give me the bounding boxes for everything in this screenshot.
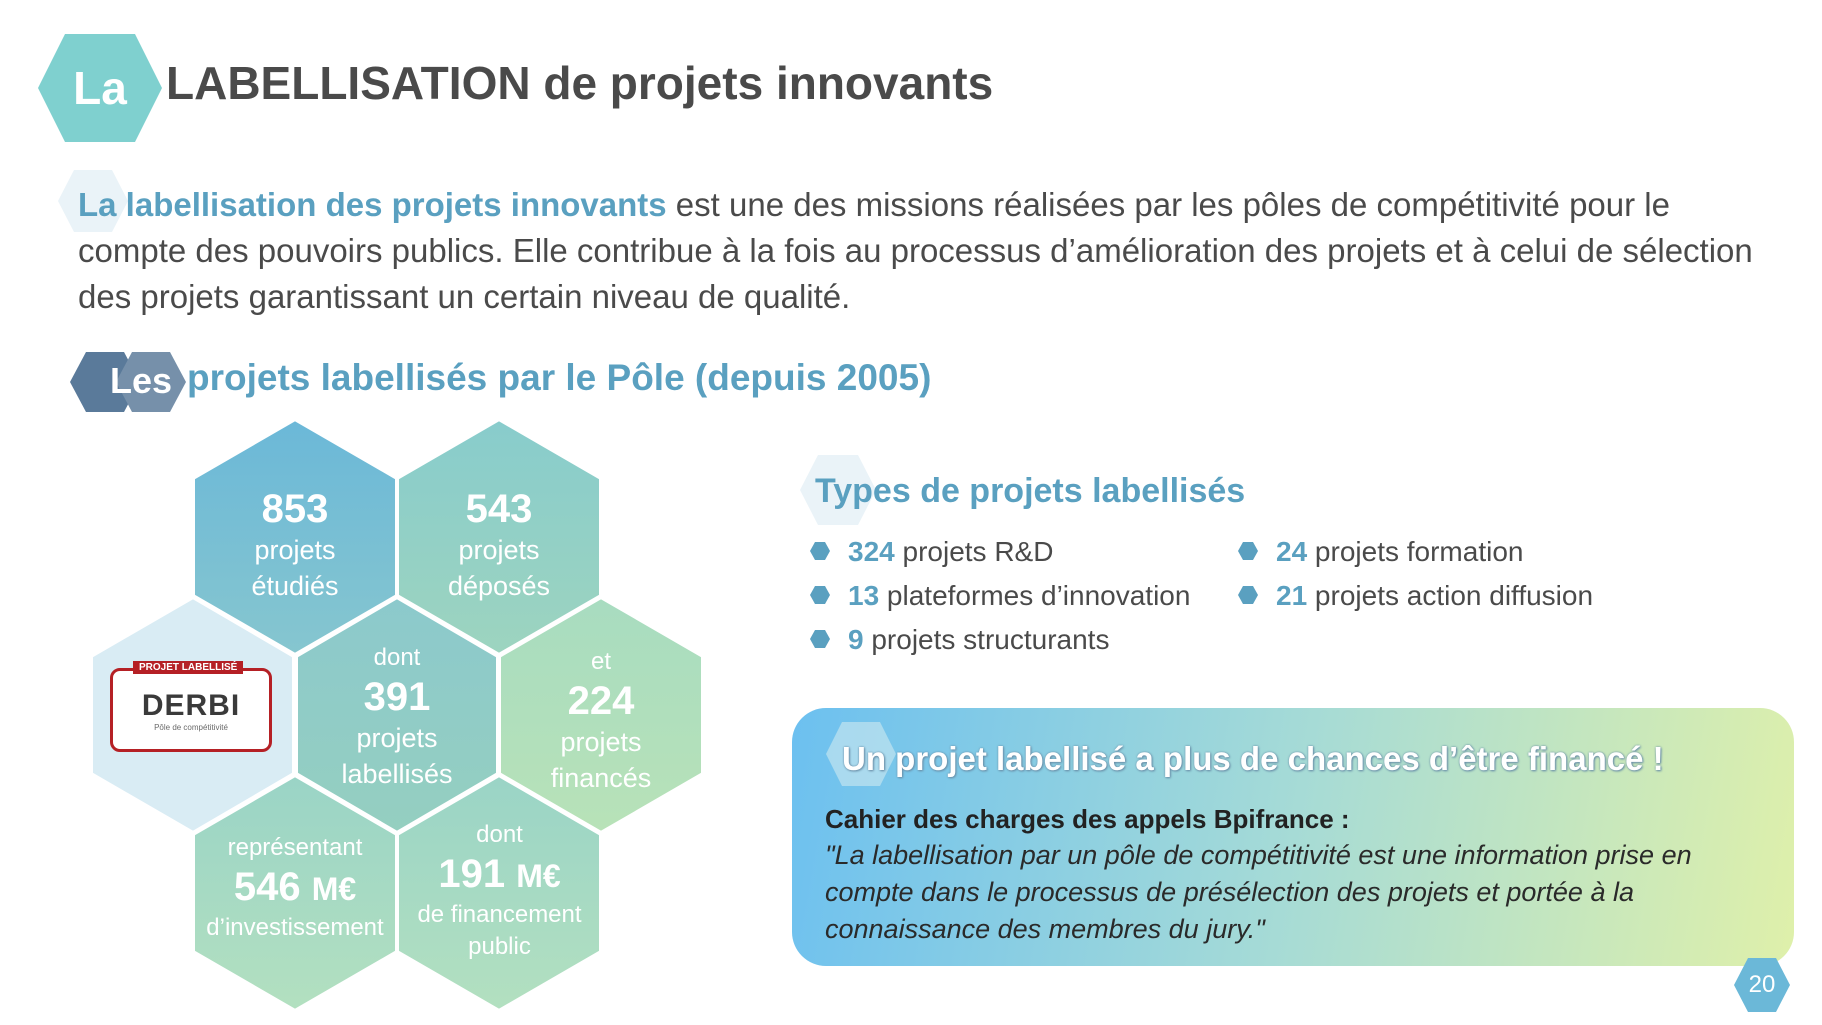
honeycomb-graphic [89,416,705,1014]
stat-label: projets [458,535,540,565]
section-hexagon-icon [116,352,186,412]
stat-unit: M€ [311,871,357,907]
callout-box [792,708,1794,966]
section-title: projets labellisés par le Pôle (depuis 2… [187,357,932,398]
type-label: projets action diffusion [1307,580,1594,611]
stat-label: projets [356,723,438,753]
intro-highlight: La labellisation des projets innovants [78,186,667,223]
page-number-hexagon-icon [1734,958,1790,1012]
stat-label: étudiés [251,571,339,601]
callout-title: Un projet labellisé a plus de chances d’… [842,740,1664,777]
stat-value: 543 [465,487,533,531]
type-count: 13 [848,580,880,611]
type-item: 13 plateformes d’innovation [848,580,1190,612]
stat-etudies: 853 projets étudiés [195,470,395,620]
type-item: 24 projets formation [1276,536,1523,568]
type-item: 21 projets action diffusion [1276,580,1593,612]
type-label: plateformes d’innovation [879,580,1191,611]
derbi-logo-name: DERBI [141,688,241,722]
types-hexagon-icon [800,455,876,525]
intro-text: est une des missions réalisées par les p… [78,186,1753,315]
stat-deposes: 543 projets déposés [399,470,599,620]
type-item: 9 projets structurants [848,624,1109,656]
derbi-logo-top: PROJET LABELLISÉ [133,661,244,674]
type-count: 21 [1276,580,1308,611]
stat-prefix: et [590,648,611,675]
bullet-hexagon-icon [1238,586,1258,604]
stat-prefix: représentant [227,834,363,861]
stat-label: de financement [417,901,582,928]
type-label: projets R&D [894,536,1054,567]
page-number: 20 [1748,971,1776,998]
callout-quote: "La labellisation par un pôle de compéti… [825,840,1692,944]
title-hexagon-icon [38,34,162,142]
stat-prefix: dont [373,644,421,671]
hex-financement-public [395,772,603,1014]
types-title: Types de projets labellisés [815,472,1246,510]
stat-value: 853 [261,487,329,531]
stat-label: déposés [447,571,551,601]
stat-investissement: représentant 546 M€ d’investissement [190,818,400,958]
stat-label: financés [550,763,652,793]
stat-financement: dont 191 M€ de financement public [397,806,602,976]
stat-value: 191 [438,852,506,896]
intro-paragraph: La labellisation des projets innovants e… [78,182,1758,320]
stat-unit: M€ [516,858,561,894]
stat-finances: et 224 projets financés [501,636,701,806]
stat-value: 391 [363,675,431,719]
callout-hexagon-icon [826,722,896,786]
page-title: LABELLISATION de projets innovants [166,57,994,109]
stat-label: public [468,933,531,960]
type-count: 24 [1276,536,1308,567]
stat-label: projets [254,535,336,565]
stat-value: 546 [233,865,301,909]
stat-label: labellisés [341,759,453,789]
type-count: 324 [848,536,895,567]
intro-hexagon-icon [58,170,128,232]
bullet-hexagon-icon [1238,542,1258,560]
derbi-logo: PROJET LABELLISÉ DERBI Pôle de compétiti… [110,661,272,752]
type-item: 324 projets R&D [848,536,1053,568]
bullet-hexagon-icon [810,630,830,648]
callout-heading: Cahier des charges des appels Bpifrance … [825,804,1350,834]
title-badge: La [73,62,127,114]
section-hexagon-icon [70,352,140,412]
type-label: projets structurants [863,624,1110,655]
stat-labellises: dont 391 projets labellisés [297,632,497,802]
stat-value-line: 191 M€ [438,851,560,899]
stat-label: projets [560,727,642,757]
stat-prefix: dont [476,821,523,848]
derbi-logo-sub: Pôle de compétitivité [154,722,228,732]
bullet-hexagon-icon [810,542,830,560]
stat-value: 224 [567,679,635,723]
stat-value-line: 546 M€ [234,864,356,912]
bullet-hexagon-icon [810,586,830,604]
section-badge: Les [109,360,173,401]
type-label: projets formation [1307,536,1524,567]
type-count: 9 [848,624,864,655]
stat-label: d’investissement [206,914,384,941]
